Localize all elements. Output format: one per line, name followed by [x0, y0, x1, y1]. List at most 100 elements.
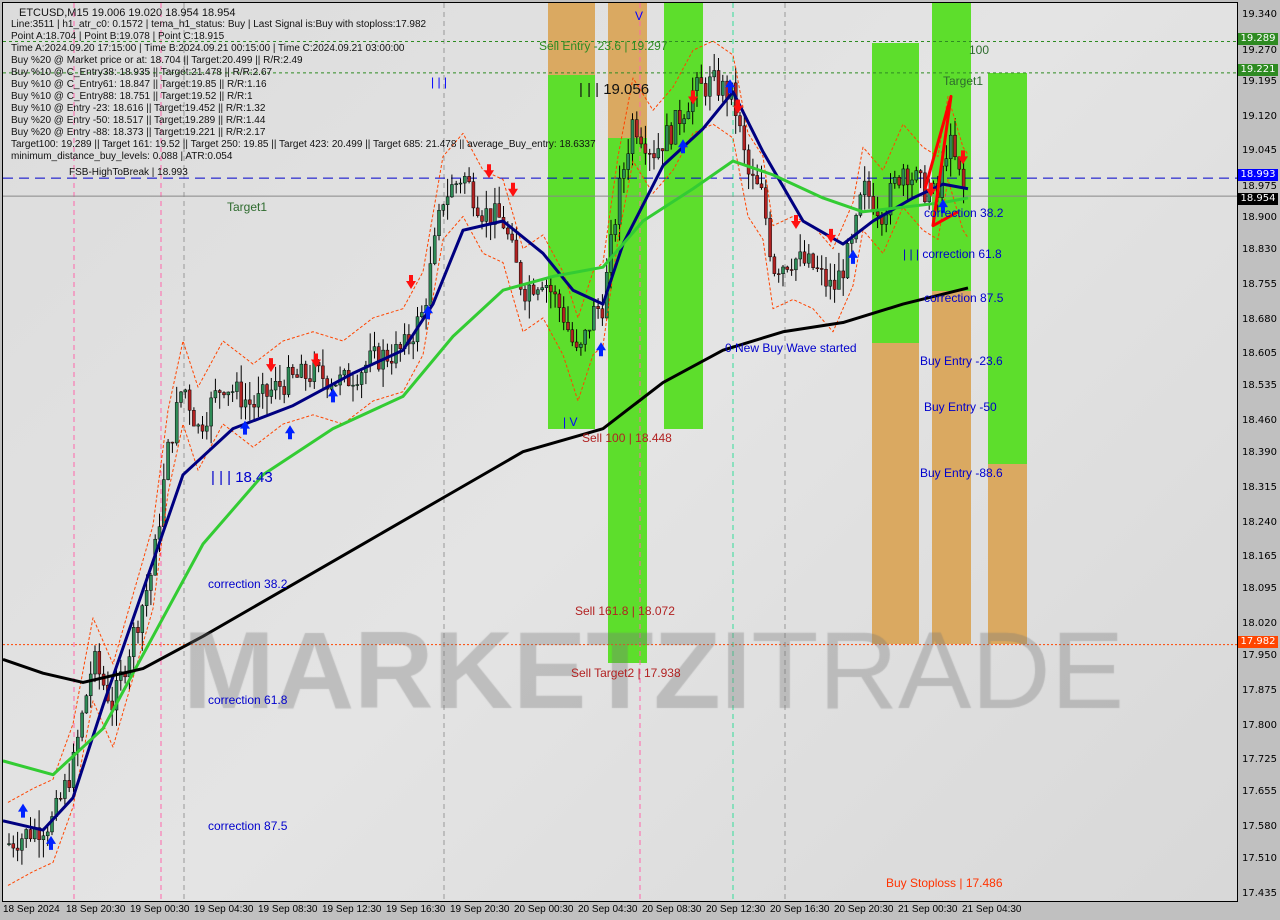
sell-arrow-icon	[508, 182, 518, 197]
candle	[622, 169, 626, 179]
candle	[131, 627, 136, 657]
candle	[183, 389, 188, 393]
candle	[544, 285, 549, 288]
candle	[71, 751, 76, 788]
candle	[80, 712, 84, 738]
candle	[669, 125, 673, 145]
candle	[566, 321, 570, 331]
candle	[884, 214, 888, 225]
candle	[248, 399, 252, 405]
candle	[643, 143, 648, 154]
candle	[355, 384, 360, 386]
price-tick: 18.755	[1242, 278, 1277, 290]
candle	[531, 284, 536, 295]
orange-zone	[608, 3, 647, 138]
candle	[518, 262, 523, 290]
candle	[230, 391, 235, 393]
candle	[708, 76, 712, 97]
candle	[480, 215, 484, 222]
candle	[703, 83, 708, 97]
candle	[24, 829, 28, 839]
candle	[200, 424, 205, 432]
candle	[819, 268, 824, 270]
price-tick: 17.510	[1242, 853, 1277, 865]
candle	[536, 289, 540, 295]
candle	[592, 306, 596, 331]
candle	[635, 119, 639, 138]
candle	[893, 177, 897, 184]
candle	[265, 384, 269, 397]
v-mark-bottom: | V	[563, 415, 578, 429]
candle	[420, 312, 424, 317]
lower-band	[7, 123, 969, 886]
orange-zone	[988, 464, 1027, 644]
candle	[583, 329, 587, 345]
candle	[626, 153, 630, 170]
symbol-ohlc: ETCUSD,M15 19.006 19.020 18.954 18.954	[19, 7, 236, 19]
candle	[273, 381, 278, 391]
candle	[557, 293, 562, 308]
time-tick: 19 Sep 12:30	[322, 904, 382, 915]
candle	[837, 270, 841, 290]
chart-plot-area[interactable]: ETCUSD,M15 19.006 19.020 18.954 18.954 L…	[2, 2, 1238, 902]
sell-arrow-icon	[311, 353, 321, 368]
candle	[561, 307, 566, 323]
level-100-label: 100	[969, 43, 990, 57]
candle	[755, 175, 759, 185]
price-tick: 18.165	[1242, 551, 1277, 563]
candle	[832, 279, 837, 290]
candle	[630, 119, 635, 154]
candle	[905, 168, 910, 186]
candle	[239, 381, 243, 408]
candle	[811, 253, 815, 269]
candle	[170, 441, 175, 444]
candle	[759, 183, 764, 188]
candle	[15, 847, 20, 851]
info-line: Buy %10 @ C_Entry88: 18.751 || Target:19…	[11, 91, 253, 102]
candle	[428, 263, 433, 306]
sell-arrow-icon	[958, 150, 968, 165]
time-tick: 20 Sep 08:30	[642, 904, 702, 915]
sell-arrow-icon	[926, 182, 936, 197]
time-tick: 18 Sep 2024	[3, 904, 60, 915]
candle	[781, 266, 785, 274]
buy-arrow-icon	[678, 139, 688, 154]
candle	[325, 378, 329, 390]
sell-target2-label: Sell Target2 | 17.938	[571, 666, 681, 680]
candle	[37, 827, 41, 840]
candle	[278, 381, 282, 387]
candle	[875, 211, 880, 216]
target1-left-label: Target1	[227, 200, 268, 214]
candle	[136, 627, 140, 633]
candle	[41, 835, 46, 840]
candle	[149, 574, 153, 591]
candle	[196, 424, 200, 427]
candle	[7, 843, 11, 845]
price-tick: 17.580	[1242, 821, 1277, 833]
time-tick: 21 Sep 04:30	[962, 904, 1022, 915]
new-buy-wave-label: 0 New Buy Wave started	[725, 341, 857, 355]
price-badge: 18.993	[1238, 169, 1278, 182]
candle	[914, 170, 919, 181]
candle	[815, 267, 820, 270]
orange-zone	[548, 3, 595, 75]
candle	[235, 381, 239, 392]
candle	[845, 243, 850, 279]
candle	[454, 183, 458, 186]
green-zone	[988, 73, 1027, 464]
candle	[862, 180, 867, 196]
candle	[28, 829, 33, 840]
buy-arrow-icon	[423, 305, 433, 320]
buy-arrow-icon	[848, 249, 858, 264]
candle	[656, 148, 661, 159]
candle	[497, 203, 501, 218]
candle	[192, 410, 196, 427]
candle	[58, 798, 63, 800]
candle	[63, 780, 67, 799]
candle	[824, 268, 828, 287]
price-tick: 17.875	[1242, 684, 1277, 696]
bars-mark: | | |	[431, 75, 448, 89]
price-badge: 18.954	[1238, 193, 1278, 206]
price-badge: 19.221	[1238, 63, 1278, 76]
info-line: Buy %10 @ C_Entry61: 18.847 || Target:19…	[11, 79, 267, 90]
